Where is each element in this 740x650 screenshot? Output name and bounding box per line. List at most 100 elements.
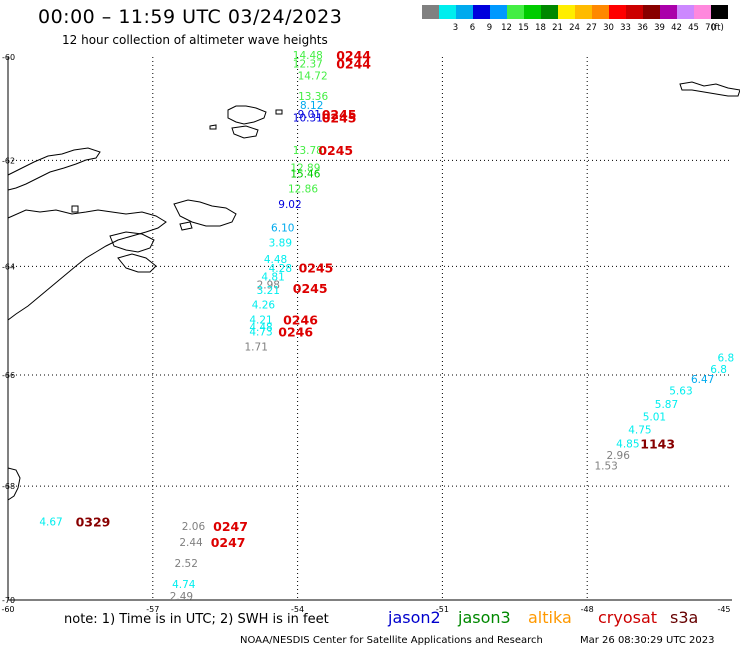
legend-swatch — [660, 5, 677, 19]
wave-height-value: 4.73 — [249, 326, 272, 338]
footer-note: note: 1) Time is in UTC; 2) SWH is in fe… — [64, 612, 329, 627]
lat-tick-label: -60 — [2, 53, 15, 62]
lat-tick-label: -68 — [2, 482, 15, 491]
legend-swatch — [456, 5, 473, 19]
legend-swatch — [677, 5, 694, 19]
satellite-label: s3a — [670, 608, 699, 627]
legend-swatch — [711, 5, 728, 19]
pass-time-label: 0247 — [211, 535, 246, 550]
lat-tick-label: -66 — [2, 371, 15, 380]
pass-time-labels: 0244024402450245024502450245024602461143… — [76, 48, 676, 550]
legend-bin-label: 18 — [535, 23, 546, 33]
pass-time-label: 0245 — [299, 261, 334, 276]
wave-height-value: 2.44 — [179, 537, 203, 549]
legend-bin-label: 39 — [654, 23, 665, 33]
legend-bin-label: 27 — [586, 23, 597, 33]
wave-height-value: 10.31 — [293, 112, 323, 124]
coastline-peninsula-tip — [7, 147, 101, 191]
legend-swatch — [524, 5, 541, 19]
wave-height-value: 4.67 — [39, 516, 62, 528]
lat-tick-label: -62 — [2, 156, 15, 165]
pass-time-label: 0244 — [336, 56, 371, 71]
legend-bin-label: 70 — [705, 23, 716, 33]
legend-swatch — [609, 5, 626, 19]
coastline-islet-b — [275, 109, 283, 115]
graticule — [7, 57, 732, 601]
coastline-islet-c — [179, 221, 193, 231]
coastline-weddell-fragment — [117, 253, 157, 273]
legend-swatch — [507, 5, 524, 19]
pass-time-label: 0244 — [336, 48, 371, 63]
coastline-south-shetland — [227, 105, 267, 125]
coastline-elephant-island — [231, 125, 259, 139]
coastline-left-edge — [7, 467, 21, 501]
lat-tick-label: -64 — [2, 262, 15, 271]
wave-height-value: 12.37 — [293, 58, 323, 70]
wave-height-value: 9.02 — [278, 199, 301, 211]
legend-swatch — [439, 5, 456, 19]
satellite-label: altika — [528, 608, 572, 627]
wave-height-value: 4.21 — [249, 315, 272, 327]
lon-tick-label: -60 — [1, 605, 14, 614]
wave-height-value: 4.85 — [616, 438, 639, 450]
wave-height-value: 6.47 — [691, 374, 714, 386]
wave-height-value: 5.87 — [655, 399, 678, 411]
wave-height-value: 9.01 — [298, 109, 321, 121]
wave-height-value: 2.96 — [607, 450, 631, 462]
coastline-islands-east — [173, 199, 237, 227]
legend-unit: (ft) — [711, 23, 724, 33]
legend-bin-label: 15 — [518, 23, 529, 33]
wave-height-value: 1.53 — [594, 461, 617, 473]
legend-bin-label: 36 — [637, 23, 648, 33]
satellite-label: jason3 — [458, 608, 511, 627]
legend-swatch — [575, 5, 592, 19]
coastline-james-ross-area — [109, 231, 155, 253]
wave-height-value: 15.46 — [290, 169, 320, 181]
generated-timestamp: Mar 26 08:30:29 UTC 2023 — [580, 635, 715, 646]
wave-height-value: 2.98 — [257, 279, 280, 291]
wave-height-value: 4.26 — [252, 299, 276, 311]
legend-bin-label: 6 — [469, 23, 476, 33]
coastline-south-orkney — [679, 81, 740, 97]
pass-time-label: 0245 — [322, 110, 357, 125]
legend-bin-label: 3 — [452, 23, 459, 33]
wave-height-value: 14.72 — [298, 71, 328, 83]
legend-swatch — [490, 5, 507, 19]
legend-bin-label: 21 — [552, 23, 563, 33]
legend-swatch — [422, 5, 439, 19]
lon-tick-label: -45 — [717, 605, 730, 614]
lon-tick-label: -54 — [291, 605, 304, 614]
legend-bin-label: 9 — [486, 23, 493, 33]
pass-time-label: 0329 — [76, 514, 111, 529]
legend-swatch — [473, 5, 490, 19]
pass-time-label: 0245 — [293, 281, 328, 296]
coastline-islet-a — [209, 124, 217, 130]
axis-labels: -60-62-64-66-68-70-60 -57 -54 -51 -48 -45 — [1, 53, 730, 614]
coastlines — [7, 81, 740, 501]
wave-height-value: 12.86 — [288, 183, 318, 195]
satellite-label: cryosat — [598, 608, 658, 627]
wave-height-value: 6.10 — [271, 223, 294, 235]
wave-height-value: 13.78 — [293, 145, 323, 157]
legend-bin-label: 45 — [688, 23, 699, 33]
legend-bin-label: 30 — [603, 23, 614, 33]
legend-swatch — [694, 5, 711, 19]
wave-height-value: 1.71 — [245, 342, 268, 354]
wave-height-value: 4.48 — [264, 254, 287, 266]
wave-height-value: 8.12 — [300, 100, 323, 112]
lon-tick-label: -57 — [146, 605, 159, 614]
wave-height-value: 4.74 — [172, 579, 196, 591]
legend-bin-label: 12 — [501, 23, 512, 33]
wave-height-value: 5.01 — [643, 412, 666, 424]
legend-bin-label: 42 — [671, 23, 682, 33]
legend-swatch — [626, 5, 643, 19]
lat-tick-label: -70 — [2, 596, 15, 605]
wave-height-value: 2.49 — [170, 591, 193, 603]
legend-bin-label: 24 — [569, 23, 580, 33]
legend-swatch — [592, 5, 609, 19]
pass-time-label: 1143 — [640, 436, 675, 451]
wave-height-value: 4.81 — [261, 271, 284, 283]
wave-height-value: 2.06 — [182, 521, 206, 533]
